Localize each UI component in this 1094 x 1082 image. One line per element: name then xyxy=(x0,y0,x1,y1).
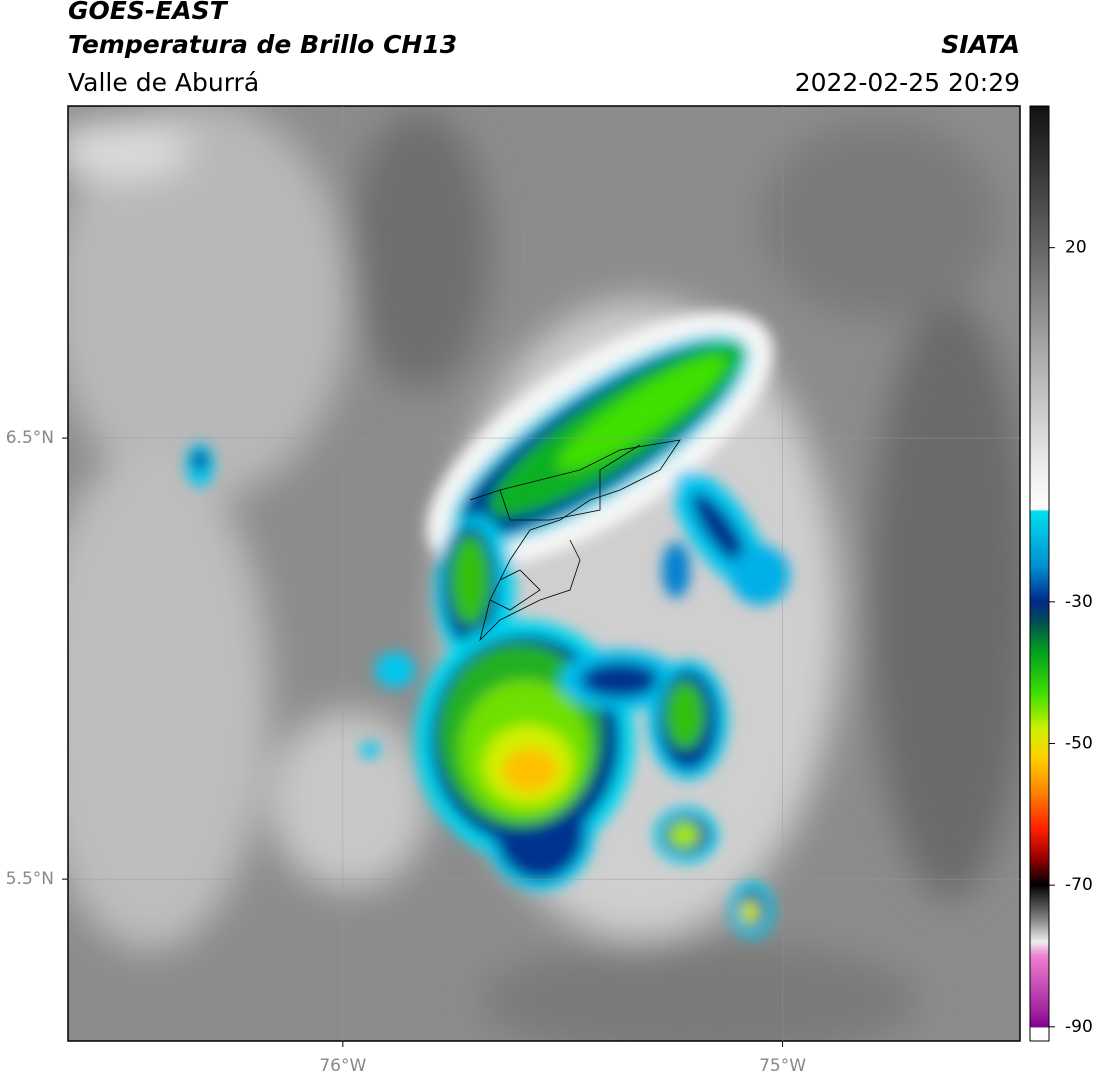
x-tick-label: 76°W xyxy=(319,1056,366,1076)
x-tick-label: 75°W xyxy=(759,1056,806,1076)
y-tick-label: 5.5°N xyxy=(6,869,54,889)
colorbar-tick-label: -30 xyxy=(1065,592,1093,612)
y-tick-label: 6.5°N xyxy=(6,428,54,448)
map-frame xyxy=(67,105,1021,1042)
satellite-image xyxy=(68,106,1020,1041)
datetime: 2022-02-25 20:29 xyxy=(795,68,1020,97)
colorbar-tick-label: 20 xyxy=(1065,238,1087,258)
region: Valle de Aburrá xyxy=(68,68,259,97)
colorbar-tick-label: -50 xyxy=(1065,734,1093,754)
colorbar-tick-label: -70 xyxy=(1065,875,1093,895)
colorbar xyxy=(1029,105,1050,1042)
colorbar-tick-label: -90 xyxy=(1065,1017,1093,1037)
title: GOES-EAST xyxy=(68,0,229,25)
source: SIATA xyxy=(941,30,1020,59)
subtitle: Temperatura de Brillo CH13 xyxy=(68,30,457,59)
